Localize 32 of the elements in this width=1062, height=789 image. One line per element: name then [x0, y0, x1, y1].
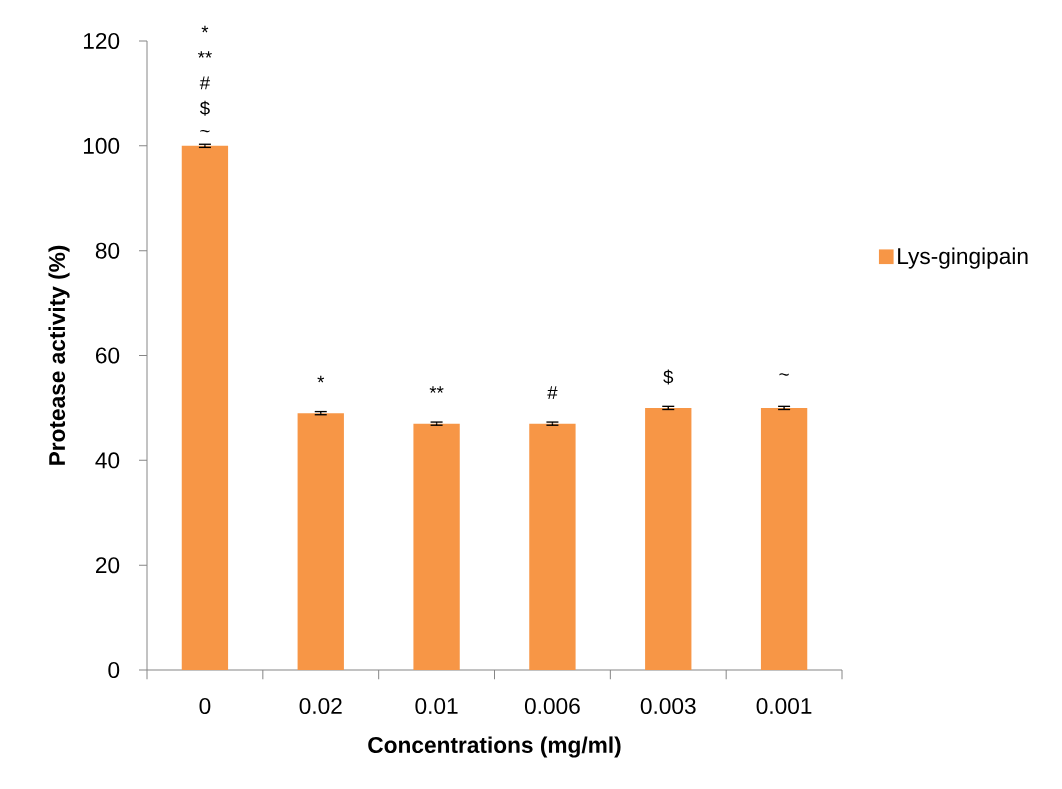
x-tick-label: 0.001 — [756, 697, 812, 715]
y-tick-label: 120 — [83, 32, 120, 50]
annotation: ** — [197, 51, 212, 58]
bar — [760, 407, 808, 670]
y-tick-label: 60 — [96, 347, 120, 364]
bar — [529, 423, 576, 670]
y-tick-label: 20 — [96, 557, 120, 574]
annotation: * — [317, 375, 325, 383]
bar — [413, 423, 460, 670]
y-axis-title: Protease activity (%) — [48, 245, 70, 465]
annotation: $ — [663, 369, 674, 385]
bar — [645, 407, 692, 670]
annotation: ** — [429, 386, 444, 393]
bar — [181, 145, 229, 670]
x-tick-label: 0.01 — [415, 697, 458, 715]
y-tick-label: 0 — [108, 661, 120, 679]
y-tick-label: 80 — [95, 242, 120, 259]
x-tick-label: 0.003 — [640, 697, 696, 715]
x-axis-title: Concentrations (mg/ml) — [368, 736, 621, 758]
annotation: ~ — [200, 129, 210, 133]
legend-label: Lys-gingipain — [898, 247, 1028, 269]
y-tick-label: 100 — [83, 137, 120, 154]
annotation: $ — [199, 100, 210, 116]
annotation: ~ — [779, 373, 789, 376]
x-tick-label: 0.02 — [299, 697, 342, 715]
y-tick-label: 40 — [95, 452, 120, 469]
x-tick-label: 0 — [199, 697, 211, 715]
annotation: # — [199, 76, 211, 90]
bar — [297, 413, 344, 670]
annotation: # — [547, 386, 558, 400]
text: * — [201, 25, 209, 33]
x-tick-label: 0.006 — [524, 697, 580, 715]
